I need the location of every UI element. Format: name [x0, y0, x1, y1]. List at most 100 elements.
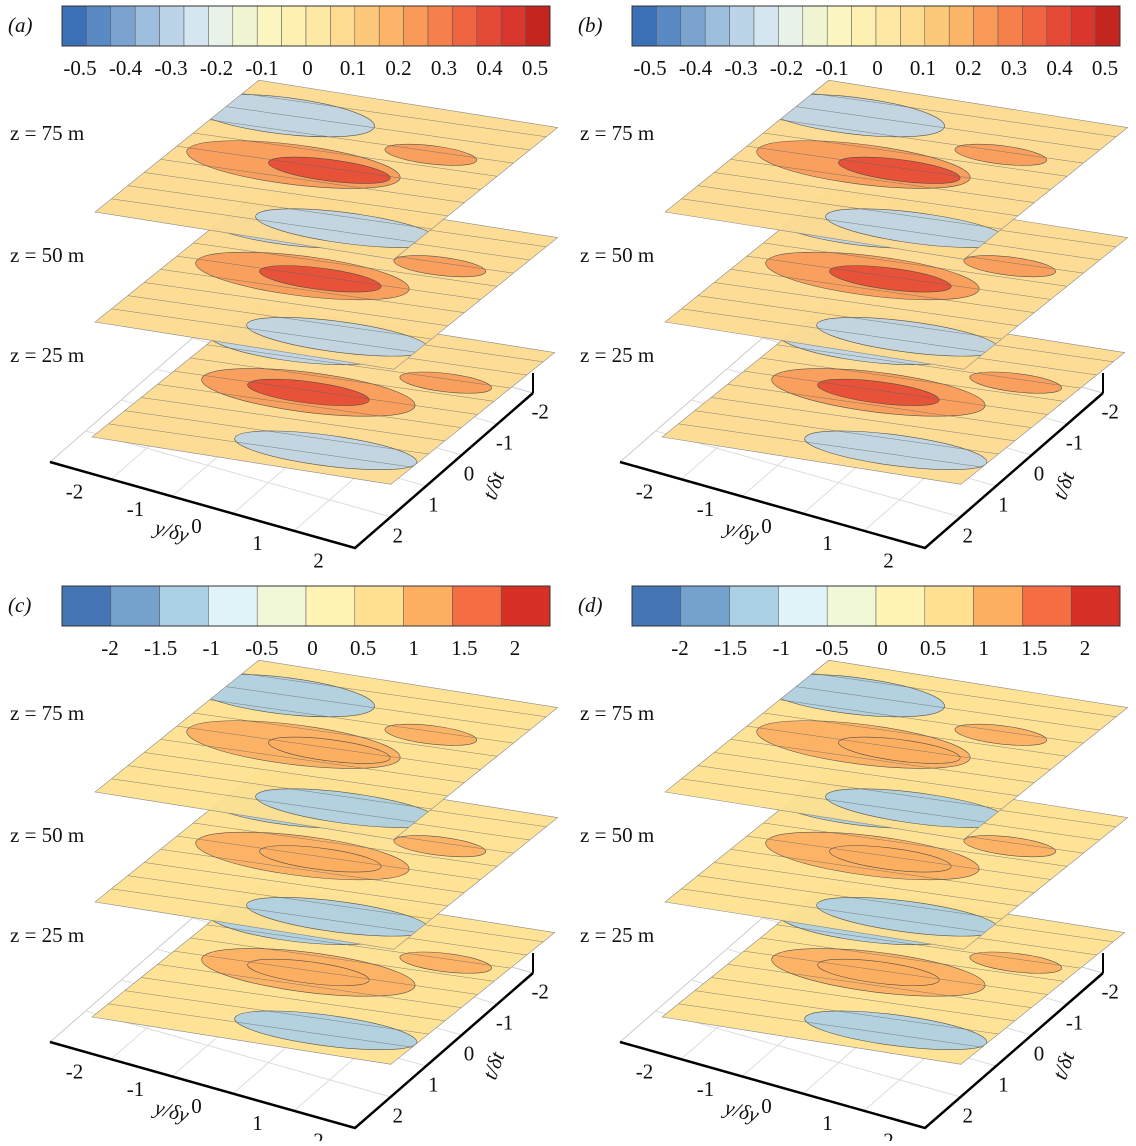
colorbar-tick-label: -0.1 — [245, 56, 278, 80]
plane-edge — [95, 660, 558, 839]
colorbar-cell — [948, 5, 974, 47]
t-tick-label: 1 — [998, 493, 1009, 517]
y-tick-label: 1 — [252, 531, 263, 555]
colorbar-cell — [330, 5, 356, 47]
contour-line — [144, 279, 448, 330]
colorbar-cell — [997, 5, 1023, 47]
panel-label: (b) — [578, 13, 603, 37]
contour-line — [111, 305, 415, 356]
contour-line — [144, 169, 448, 220]
y-tick-label: 2 — [313, 548, 324, 572]
colorbar-frame — [61, 5, 551, 47]
colorbar-tick-label: 0 — [307, 636, 318, 660]
panel-label: (c) — [8, 593, 31, 617]
colorbar-tick-label: 0 — [877, 636, 888, 660]
contour-line — [193, 239, 497, 290]
y-tick-label: 0 — [191, 1094, 202, 1118]
colorbar-cell — [778, 585, 828, 627]
colorbar-cell — [924, 5, 950, 47]
colorbar-tick-label: -2 — [671, 636, 689, 660]
colorbar-cell — [500, 585, 551, 627]
t-tick-label: 0 — [1034, 1042, 1045, 1066]
colorbar-tick-label: -1.5 — [144, 636, 177, 660]
contour-line — [108, 420, 412, 471]
layer-label: z = 75 m — [580, 121, 654, 145]
t-tick-label: -1 — [1066, 431, 1084, 455]
contour-line — [158, 960, 462, 1011]
contour-line — [190, 934, 494, 985]
contour-line — [111, 195, 415, 246]
contour-region — [376, 720, 485, 750]
colorbar-cell — [525, 5, 551, 47]
contour-line — [128, 182, 432, 233]
contour-line — [747, 832, 1051, 883]
contour-plane — [95, 80, 558, 259]
y-tick-label: 2 — [883, 1128, 894, 1141]
contour-line — [141, 394, 445, 445]
contour-line — [242, 669, 546, 720]
colorbar-cell — [729, 5, 755, 47]
contour-line — [111, 775, 415, 826]
contour-line — [193, 819, 497, 870]
axis-edge — [49, 392, 534, 550]
colorbar-tick-label: 1.5 — [1021, 636, 1047, 660]
y-axis-title: y/δy — [720, 1095, 762, 1128]
contour-line — [128, 292, 432, 343]
contour-line — [698, 762, 1002, 813]
contour-line — [777, 341, 1081, 392]
colorbar-cell — [256, 585, 307, 627]
contour-line — [763, 819, 1067, 870]
colorbar-tick-label: 1 — [409, 636, 420, 660]
y-tick-label: 2 — [313, 1128, 324, 1141]
contour-line — [108, 1000, 412, 1051]
colorbar-cell — [973, 585, 1023, 627]
colorbar-tick-label: -0.5 — [633, 56, 666, 80]
colorbar-cell — [1022, 585, 1072, 627]
layer-label: z = 50 m — [580, 823, 654, 847]
colorbar-tick-label: 1.5 — [451, 636, 477, 660]
contour-line — [161, 155, 465, 206]
colorbar-tick-label: -1.5 — [714, 636, 747, 660]
floor-grid — [85, 1010, 391, 1098]
contour-line — [747, 252, 1051, 303]
colorbar-cell — [656, 5, 682, 47]
colorbar-tick-label: 0.5 — [522, 56, 548, 80]
colorbar-cell — [680, 5, 706, 47]
contour-line — [731, 265, 1035, 316]
colorbar-cell — [1022, 5, 1048, 47]
contour-line — [226, 103, 530, 154]
panel-label: (a) — [8, 13, 33, 37]
layer-label: z = 50 m — [10, 243, 84, 267]
layer-label: z = 75 m — [10, 701, 84, 725]
y-axis-title: y/δy — [720, 515, 762, 548]
layer-label: z = 25 m — [10, 343, 84, 367]
contour-line — [190, 354, 494, 405]
layer-label: z = 25 m — [10, 923, 84, 947]
contour-line — [242, 89, 546, 140]
colorbar-frame — [61, 585, 551, 627]
contour-line — [747, 722, 1051, 773]
layer-label: z = 50 m — [10, 823, 84, 847]
contour-line — [111, 885, 415, 936]
colorbar-cell — [631, 5, 657, 47]
contour-region — [955, 251, 1064, 281]
colorbar-cell — [875, 5, 901, 47]
contour-line — [728, 960, 1032, 1011]
contour-line — [763, 239, 1067, 290]
contour-line — [780, 116, 1084, 167]
layer-label: z = 25 m — [580, 343, 654, 367]
panel: (d) -2 -1.5 -1 -0.5 0 0.5 1 1.5 2 z = 75 m z = 50 m… — [578, 585, 1128, 1146]
contour-line — [763, 129, 1067, 180]
contour-line — [731, 845, 1035, 896]
t-tick-label: -2 — [1101, 980, 1119, 1004]
colorbar-frame — [631, 585, 1121, 627]
colorbar-cell — [354, 585, 404, 627]
contour-region — [961, 368, 1070, 398]
colorbar-cell — [256, 5, 282, 47]
contour-line — [207, 921, 511, 972]
colorbar-tick-label: -0.2 — [200, 56, 233, 80]
contour-region — [955, 831, 1064, 861]
y-tick-label: -1 — [127, 1077, 145, 1101]
colorbar-cell — [500, 5, 526, 47]
colorbar-tick-label: 1 — [979, 636, 990, 660]
